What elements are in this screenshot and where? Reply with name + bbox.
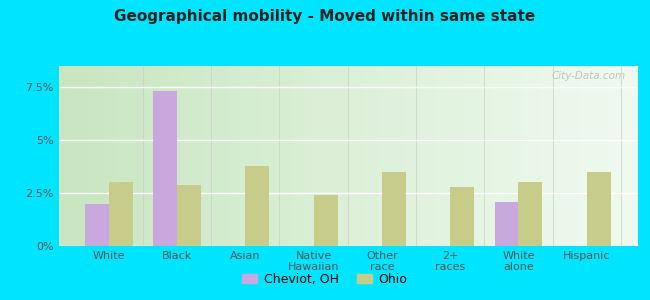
Bar: [177, 184, 201, 246]
Legend: Cheviot, OH, Ohio: Cheviot, OH, Ohio: [237, 268, 413, 291]
Bar: [84, 204, 109, 246]
Bar: [495, 202, 519, 246]
Text: Geographical mobility - Moved within same state: Geographical mobility - Moved within sam…: [114, 9, 536, 24]
Bar: [245, 166, 269, 246]
Bar: [313, 195, 337, 246]
Bar: [587, 172, 611, 246]
Text: City-Data.com: City-Data.com: [551, 71, 625, 81]
Bar: [519, 182, 542, 246]
Bar: [450, 187, 474, 246]
Bar: [109, 182, 133, 246]
Bar: [153, 92, 177, 246]
Bar: [382, 172, 406, 246]
